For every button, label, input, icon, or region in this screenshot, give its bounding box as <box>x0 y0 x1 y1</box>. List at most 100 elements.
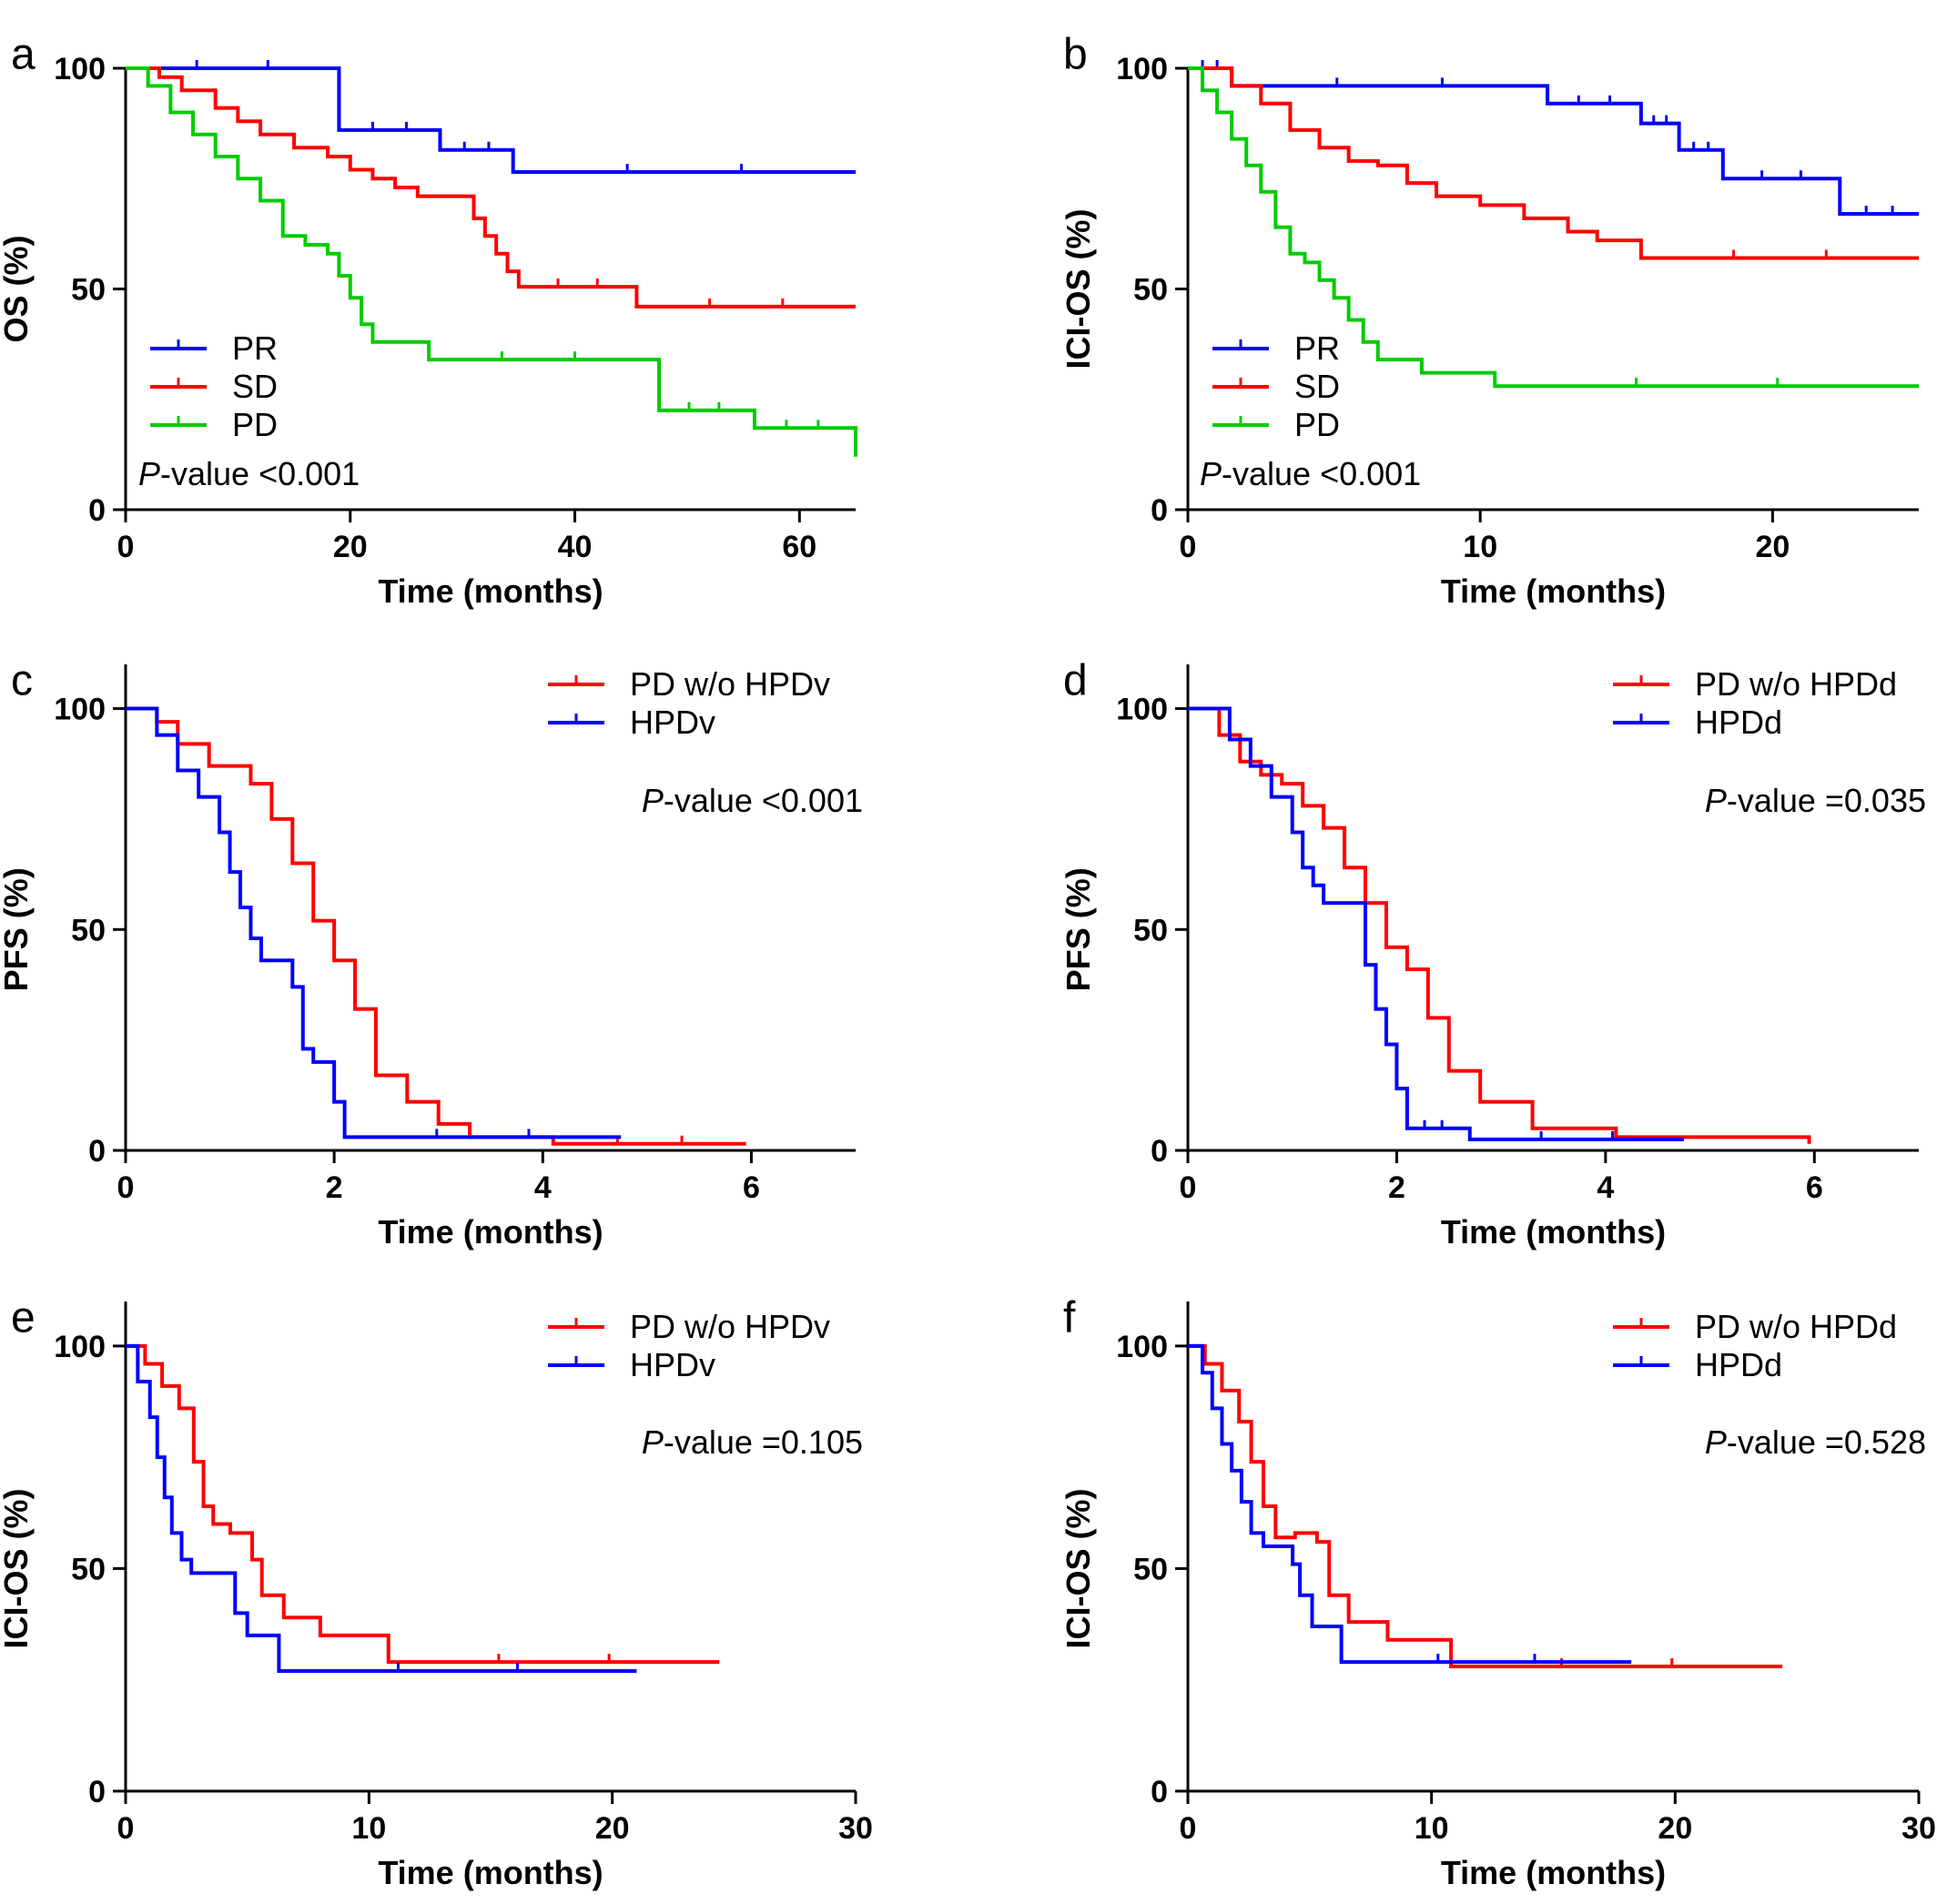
y-tick-label: 0 <box>88 493 106 528</box>
panel-letter: b <box>1063 31 1088 79</box>
y-tick-label: 50 <box>1133 913 1168 947</box>
x-tick-label: 20 <box>333 530 368 564</box>
x-axis-title: Time (months) <box>1441 572 1666 610</box>
p-value: P-value =0.528 <box>1705 1423 1926 1461</box>
x-tick-label: 2 <box>1388 1170 1405 1205</box>
x-tick-label: 0 <box>1180 1811 1197 1846</box>
y-tick-label: 100 <box>1116 693 1168 727</box>
x-axis-title: Time (months) <box>1441 1213 1666 1251</box>
y-tick-label: 0 <box>1151 493 1168 528</box>
x-tick-label: 10 <box>1415 1811 1449 1846</box>
series-line-pd <box>1188 66 1919 389</box>
legend-label: PD w/o HPDv <box>630 665 830 703</box>
x-axis-title: Time (months) <box>378 572 603 610</box>
y-axis-title: OS (%) <box>0 235 35 342</box>
series-line-hpdv <box>126 1343 637 1673</box>
x-tick-label: 4 <box>534 1170 552 1205</box>
y-tick-label: 100 <box>1116 52 1168 86</box>
series-line-pd-w-o-hpdd <box>1188 706 1811 1144</box>
y-tick-label: 100 <box>54 693 106 727</box>
x-axis-title: Time (months) <box>378 1213 603 1251</box>
x-tick-label: 6 <box>743 1170 760 1205</box>
x-tick-label: 20 <box>595 1811 630 1846</box>
x-tick-label: 10 <box>351 1811 386 1846</box>
legend-label: SD <box>232 368 278 405</box>
x-axis-title: Time (months) <box>1441 1854 1666 1891</box>
series-line-hpdd <box>1188 706 1684 1141</box>
x-tick-label: 30 <box>1902 1811 1936 1846</box>
y-tick-label: 0 <box>88 1775 106 1809</box>
panel-letter: f <box>1063 1294 1076 1342</box>
x-tick-label: 0 <box>117 1811 135 1846</box>
panel-c: c 0 2 4 6 0 50 100 Time (months) PFS (%) PD w/o HP… <box>0 657 863 1251</box>
series-line-pd-w-o-hpdv <box>126 1343 720 1665</box>
x-tick-label: 0 <box>1180 530 1197 564</box>
series-line-pr <box>1188 66 1919 217</box>
x-tick-label: 0 <box>1180 1170 1197 1205</box>
series-line-pd <box>126 66 857 457</box>
y-axis-title: ICI-OS (%) <box>1060 209 1097 370</box>
x-tick-label: 20 <box>1658 1811 1692 1846</box>
y-tick-label: 50 <box>71 273 106 308</box>
x-tick-label: 0 <box>117 530 135 564</box>
y-tick-label: 0 <box>88 1134 106 1169</box>
series-line-sd <box>1188 66 1919 260</box>
legend-label: PD w/o HPDv <box>630 1308 830 1345</box>
panel-f: f 0 10 20 30 0 50 100 Time (months) ICI-OS (%) PD … <box>1060 1294 1936 1891</box>
panel-e: e 0 10 20 30 0 50 100 Time (months) ICI-OS (%) PD … <box>0 1294 873 1891</box>
legend-label: HPDv <box>630 704 715 741</box>
y-tick-label: 50 <box>1133 273 1168 308</box>
legend-label: PD <box>1294 406 1340 443</box>
p-value: P-value <0.001 <box>642 782 863 819</box>
series-line-hpdv <box>126 706 622 1139</box>
panel-letter: d <box>1063 657 1088 705</box>
legend-label: PR <box>1294 329 1340 367</box>
p-value: P-value =0.105 <box>642 1423 863 1461</box>
x-tick-label: 2 <box>326 1170 343 1205</box>
series-line-sd <box>126 66 856 309</box>
legend-label: PD w/o HPDd <box>1695 665 1897 703</box>
x-tick-label: 6 <box>1806 1170 1823 1205</box>
p-value: P-value =0.035 <box>1705 782 1926 819</box>
y-axis-title: PFS (%) <box>0 867 35 991</box>
y-tick-label: 100 <box>54 1330 106 1364</box>
x-tick-label: 40 <box>558 530 593 564</box>
x-tick-label: 4 <box>1597 1170 1614 1205</box>
y-tick-label: 50 <box>71 1552 106 1586</box>
y-axis-title: ICI-OS (%) <box>1060 1488 1097 1648</box>
y-tick-label: 100 <box>54 52 106 86</box>
y-tick-label: 50 <box>71 913 106 947</box>
y-tick-label: 0 <box>1151 1134 1168 1169</box>
legend-label: HPDv <box>630 1346 715 1383</box>
legend-label: PD w/o HPDd <box>1695 1308 1897 1345</box>
series-line-pd-w-o-hpdd <box>1188 1343 1783 1669</box>
panel-letter: c <box>11 657 33 705</box>
series-line-hpdd <box>1188 1343 1632 1665</box>
x-tick-label: 20 <box>1755 530 1790 564</box>
x-axis-title: Time (months) <box>378 1854 603 1891</box>
panel-letter: e <box>11 1294 35 1342</box>
legend-label: PD <box>232 406 278 443</box>
x-tick-label: 30 <box>838 1811 873 1846</box>
series-line-pd-w-o-hpdv <box>126 706 746 1146</box>
panel-d: d 0 2 4 6 0 50 100 Time (months) PFS (%) PD w/o HP… <box>1060 657 1926 1251</box>
legend-label: PR <box>232 329 278 367</box>
y-tick-label: 0 <box>1151 1775 1168 1809</box>
legend-label: SD <box>1294 368 1340 405</box>
y-axis-title: PFS (%) <box>1060 867 1097 991</box>
y-tick-label: 50 <box>1133 1552 1168 1586</box>
x-tick-label: 0 <box>117 1170 135 1205</box>
p-value: P-value <0.001 <box>138 455 360 492</box>
y-tick-label: 100 <box>1116 1330 1168 1364</box>
series-line-pr <box>126 66 856 174</box>
legend-label: HPDd <box>1695 704 1782 741</box>
panel-letter: a <box>11 31 35 79</box>
x-tick-label: 60 <box>782 530 816 564</box>
p-value: P-value <0.001 <box>1200 455 1421 492</box>
x-tick-label: 10 <box>1463 530 1497 564</box>
legend-label: HPDd <box>1695 1346 1782 1383</box>
y-axis-title: ICI-OS (%) <box>0 1488 35 1648</box>
